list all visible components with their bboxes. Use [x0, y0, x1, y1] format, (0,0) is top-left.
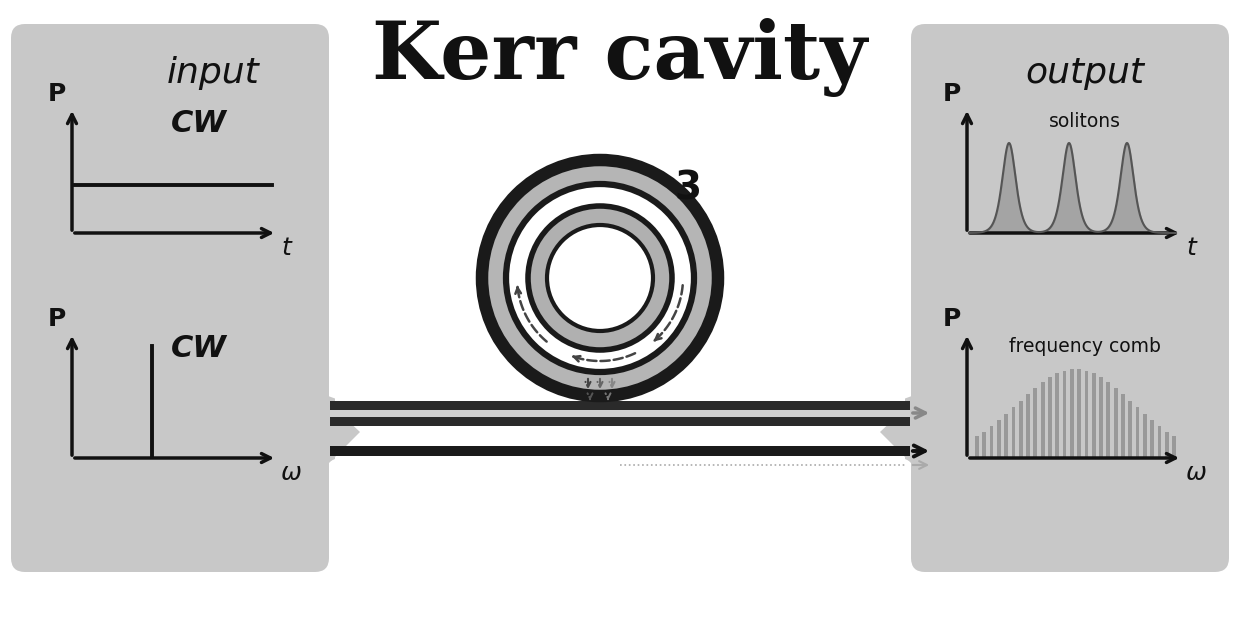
Bar [1121, 394, 1125, 457]
Bar [330, 410, 910, 417]
FancyBboxPatch shape [11, 24, 329, 572]
Polygon shape [312, 388, 360, 479]
Bar [1055, 373, 1059, 457]
Text: P: P [942, 82, 961, 106]
Bar [1114, 388, 1117, 457]
Text: P: P [48, 307, 66, 331]
Bar [997, 420, 1001, 457]
Circle shape [508, 187, 691, 369]
Text: CW: CW [171, 334, 227, 363]
Text: ω: ω [1185, 461, 1207, 485]
Bar [1004, 414, 1008, 457]
Text: P: P [942, 307, 961, 331]
Bar [1143, 414, 1147, 457]
Polygon shape [880, 388, 928, 479]
Text: Kerr cavity: Kerr cavity [372, 18, 868, 97]
Text: P: P [48, 82, 66, 106]
Bar [330, 417, 910, 425]
Bar [1063, 370, 1066, 457]
Text: output: output [1025, 56, 1145, 90]
Polygon shape [905, 391, 928, 469]
Bar [1027, 394, 1030, 457]
Bar [975, 436, 978, 457]
Bar [1092, 373, 1096, 457]
Bar [1040, 382, 1044, 457]
FancyBboxPatch shape [911, 24, 1229, 572]
Text: t: t [1185, 236, 1195, 260]
Bar [982, 432, 986, 457]
Bar [1136, 408, 1140, 457]
Bar [1033, 388, 1038, 457]
Text: 3: 3 [675, 169, 702, 207]
Bar [1106, 382, 1110, 457]
Bar [1164, 432, 1168, 457]
Circle shape [551, 228, 650, 328]
Bar [1172, 436, 1176, 457]
Bar [1070, 369, 1074, 457]
Text: CW: CW [171, 109, 227, 138]
Bar [1019, 401, 1023, 457]
Bar [1078, 369, 1081, 457]
Polygon shape [312, 391, 335, 469]
Text: frequency comb: frequency comb [1009, 337, 1161, 356]
Text: ω: ω [281, 461, 301, 485]
Text: t: t [281, 236, 290, 260]
Bar [1012, 408, 1016, 457]
Bar [1099, 377, 1102, 457]
Text: input: input [167, 56, 260, 90]
Bar [990, 426, 993, 457]
Text: solitons: solitons [1049, 112, 1121, 131]
Bar [330, 446, 910, 456]
Bar [1128, 401, 1132, 457]
Bar [1048, 377, 1052, 457]
Bar [1151, 420, 1154, 457]
Bar [1157, 426, 1162, 457]
Bar [1085, 370, 1089, 457]
Bar [330, 401, 910, 410]
